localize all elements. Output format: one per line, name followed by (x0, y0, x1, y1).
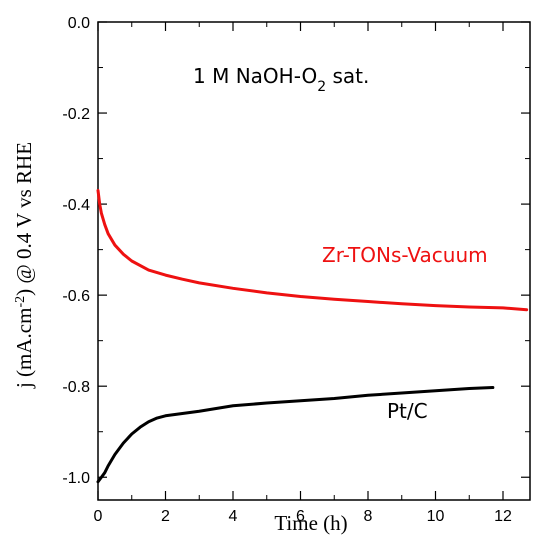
x-tick-label: 2 (161, 508, 170, 525)
x-ticks: 0 2 4 6 8 10 12 (94, 22, 512, 525)
legend-label-pt-c: Pt/C (387, 399, 428, 423)
x-tick-label: 6 (296, 508, 305, 525)
x-tick-label: 12 (494, 508, 512, 525)
legend-label-zr-tons-vacuum: Zr-TONs-Vacuum (322, 243, 488, 267)
y-tick-label: -0.6 (62, 288, 90, 305)
y-tick-label: 0.0 (68, 15, 90, 32)
x-tick-label: 10 (427, 508, 445, 525)
y-tick-label: -0.8 (62, 379, 90, 396)
conditions-annotation: 1 M NaOH-O2 sat. (193, 64, 369, 95)
y-tick-label: -1.0 (62, 470, 90, 487)
x-tick-label: 4 (229, 508, 238, 525)
y-tick-label: -0.2 (62, 106, 90, 123)
series-line-zr-tons-vacuum (96, 188, 529, 312)
plot-frame (97, 21, 531, 501)
series-layer (96, 188, 529, 484)
y-ticks: 0.0 -0.2 -0.4 -0.6 -0.8 -1.0 (62, 15, 530, 487)
y-tick-label: -0.4 (62, 197, 90, 214)
y-axis-title: j (mA.cm-2) @ 0.4 V vs RHE (12, 142, 36, 389)
x-tick-label: 0 (94, 508, 103, 525)
x-axis-title: Time (h) (274, 511, 347, 535)
x-tick-label: 8 (364, 508, 373, 525)
plot-axes (97, 21, 531, 501)
series-line-pt-c (96, 386, 495, 484)
